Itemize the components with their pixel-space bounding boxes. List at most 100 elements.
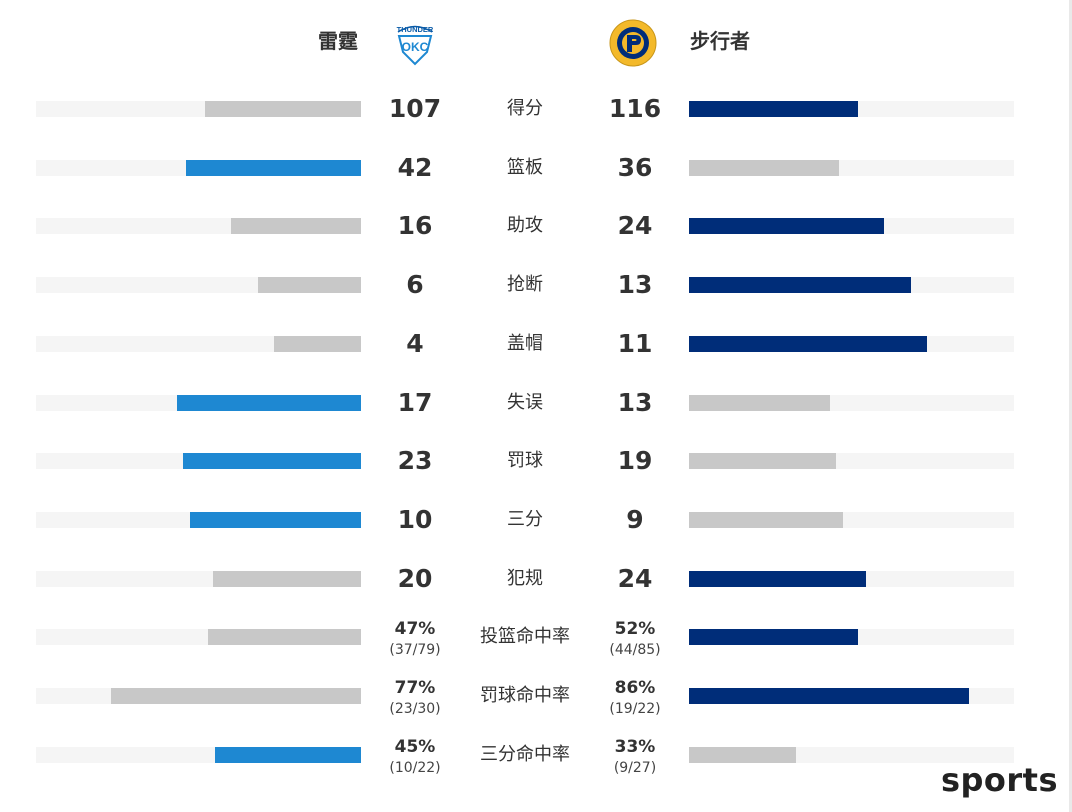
svg-text:OKC: OKC	[402, 40, 429, 54]
home-value: 16	[397, 211, 433, 240]
stat-label: 得分	[507, 98, 543, 119]
stat-label: 三分命中率	[480, 744, 570, 765]
home-bar	[205, 101, 361, 117]
home-detail: (37/79)	[389, 642, 441, 658]
away-bar-track	[689, 571, 1014, 587]
stat-label: 篮板	[507, 157, 543, 178]
stat-label: 投篮命中率	[480, 626, 570, 647]
away-bar-track	[689, 512, 1014, 528]
home-value: 45%	[394, 737, 436, 757]
home-bar	[186, 160, 361, 176]
away-value: 24	[617, 564, 653, 593]
stat-row: 17 失误 13	[0, 382, 1072, 422]
away-bar	[689, 160, 839, 176]
home-value: 6	[406, 270, 424, 299]
home-value: 17	[397, 388, 433, 417]
team-header: 雷霆 THUNDER OKC 步行者	[0, 0, 1072, 84]
away-value: 13	[617, 388, 653, 417]
home-bar-track	[36, 277, 361, 293]
away-value: 11	[617, 329, 653, 358]
stat-row: 20 犯规 24	[0, 558, 1072, 598]
away-bar	[689, 336, 927, 352]
home-bar	[213, 571, 361, 587]
away-bar	[689, 395, 830, 411]
away-bar-track	[689, 160, 1014, 176]
home-bar-track	[36, 747, 361, 763]
away-bar	[689, 512, 843, 528]
home-bar-track	[36, 629, 361, 645]
home-bar-track	[36, 453, 361, 469]
stat-row: 16 助攻 24	[0, 205, 1072, 245]
home-bar	[274, 336, 361, 352]
stat-label: 罚球命中率	[480, 685, 570, 706]
home-bar-track	[36, 512, 361, 528]
away-bar-track	[689, 101, 1014, 117]
stat-row: 77% (23/30) 罚球命中率 86% (19/22)	[0, 675, 1072, 717]
away-detail: (44/85)	[609, 642, 661, 658]
home-value: 107	[388, 94, 442, 123]
away-bar	[689, 747, 796, 763]
away-value: 24	[617, 211, 653, 240]
stat-label: 失误	[507, 392, 543, 413]
home-value: 47%	[394, 619, 436, 639]
away-bar	[689, 277, 911, 293]
home-bar-track	[36, 571, 361, 587]
away-bar	[689, 101, 858, 117]
home-value: 77%	[394, 678, 436, 698]
stat-label: 助攻	[507, 215, 543, 236]
stat-row: 23 罚球 19	[0, 440, 1072, 480]
sports-brand-logo: sports	[940, 761, 1058, 799]
away-bar-track	[689, 218, 1014, 234]
away-bar	[689, 453, 836, 469]
away-bar-track	[689, 747, 1014, 763]
stat-row: 45% (10/22) 三分命中率 33% (9/27)	[0, 734, 1072, 776]
stat-label: 盖帽	[507, 333, 543, 354]
home-value: 23	[397, 446, 433, 475]
stat-label: 三分	[507, 509, 543, 530]
home-bar-track	[36, 218, 361, 234]
pacers-logo-icon	[609, 19, 657, 67]
away-value: 33%	[614, 737, 656, 757]
home-bar	[111, 688, 361, 704]
away-detail: (19/22)	[609, 701, 661, 717]
home-detail: (23/30)	[389, 701, 441, 717]
home-bar	[190, 512, 361, 528]
home-team-name: 雷霆	[318, 29, 358, 53]
home-bar-track	[36, 688, 361, 704]
away-bar	[689, 218, 884, 234]
home-bar-track	[36, 336, 361, 352]
away-value: 19	[617, 446, 653, 475]
stat-row: 107 得分 116	[0, 88, 1072, 128]
home-bar	[258, 277, 361, 293]
stat-label: 罚球	[507, 450, 543, 471]
away-bar-track	[689, 277, 1014, 293]
home-bar	[177, 395, 361, 411]
stat-label: 犯规	[507, 568, 543, 589]
home-bar-track	[36, 160, 361, 176]
away-value: 116	[608, 94, 662, 123]
stat-label: 抢断	[507, 274, 543, 295]
home-bar	[215, 747, 361, 763]
away-bar	[689, 688, 969, 704]
away-value: 52%	[614, 619, 656, 639]
thunder-logo-icon: THUNDER OKC	[397, 25, 434, 66]
away-bar-track	[689, 453, 1014, 469]
right-edge-divider	[1069, 0, 1072, 812]
away-value: 36	[617, 153, 653, 182]
stat-row: 10 三分 9	[0, 499, 1072, 539]
home-bar-track	[36, 101, 361, 117]
home-bar	[183, 453, 361, 469]
away-bar	[689, 629, 858, 645]
stat-row: 4 盖帽 11	[0, 323, 1072, 363]
away-bar	[689, 571, 866, 587]
svg-text:THUNDER: THUNDER	[397, 25, 434, 34]
home-value: 10	[397, 505, 433, 534]
stat-row: 47% (37/79) 投篮命中率 52% (44/85)	[0, 616, 1072, 658]
away-team-name: 步行者	[690, 29, 750, 53]
home-bar-track	[36, 395, 361, 411]
home-detail: (10/22)	[389, 760, 441, 776]
away-value: 9	[626, 505, 644, 534]
home-value: 4	[406, 329, 424, 358]
away-bar-track	[689, 629, 1014, 645]
stat-row: 42 篮板 36	[0, 147, 1072, 187]
